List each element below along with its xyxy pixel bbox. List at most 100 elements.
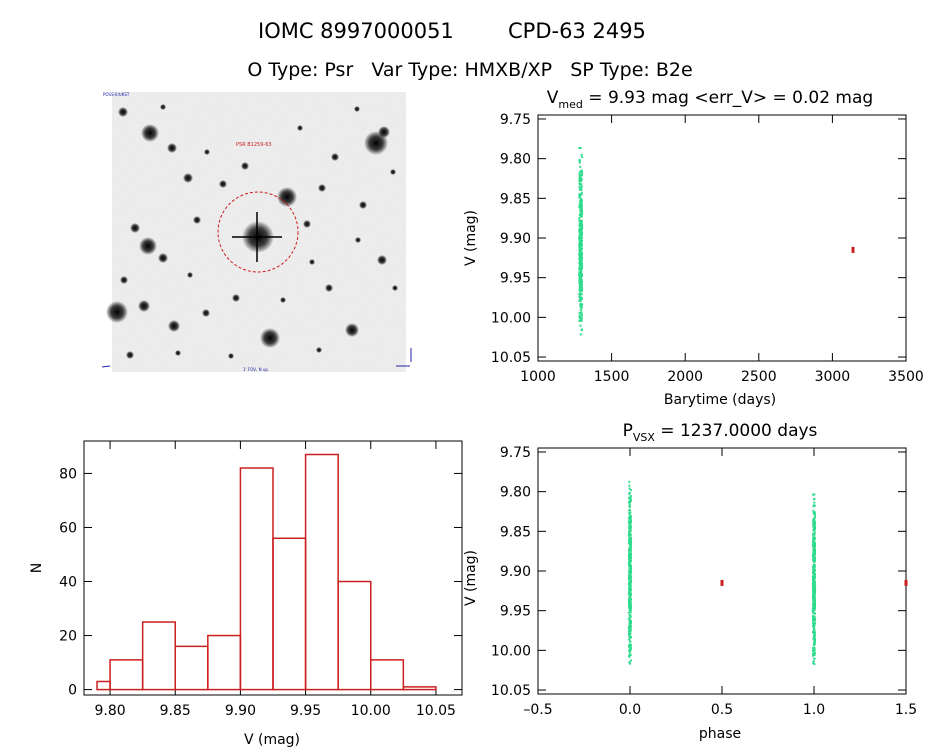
y-tick-label: 9.80 (500, 152, 531, 168)
data-point (581, 253, 584, 256)
data-point (813, 597, 816, 600)
data-point (581, 240, 584, 243)
data-point (813, 616, 816, 619)
data-point (578, 186, 581, 189)
data-point (578, 279, 581, 282)
data-point (813, 522, 816, 525)
data-point (812, 545, 815, 548)
data-point (814, 652, 817, 655)
data-point (813, 533, 816, 536)
y-tick-label: 10.00 (491, 643, 531, 659)
data-point (628, 613, 631, 616)
data-point (579, 246, 582, 249)
histogram-ylabel: N (29, 563, 45, 573)
data-point (812, 653, 815, 656)
lightcurve-panel: Vmed = 9.93 mag <err_V> = 0.02 mag 1000 1… (463, 88, 924, 408)
data-point (812, 604, 815, 607)
data-point (629, 529, 632, 532)
y-tick-label: 10.05 (491, 683, 531, 699)
data-point (578, 266, 581, 269)
data-point (812, 526, 815, 529)
finder-star (390, 169, 396, 175)
x-tick-label: 9.90 (225, 703, 256, 719)
data-point (812, 532, 815, 535)
data-point (628, 539, 631, 542)
data-point (813, 634, 816, 637)
data-point (630, 588, 633, 591)
data-point (579, 288, 582, 291)
x-tick-label: 9.85 (160, 703, 191, 719)
data-point (628, 577, 631, 580)
phased-ticks: –0.5 0.0 0.5 1.0 1.5 9.75 9.80 9.85 9.90 9.95 10.0… (491, 445, 917, 718)
finder-star (168, 320, 180, 332)
data-point (628, 565, 631, 568)
data-point (814, 612, 817, 615)
data-point (581, 170, 584, 173)
data-point (579, 179, 582, 182)
histogram-bar (304, 453, 339, 691)
data-point (579, 209, 582, 212)
data-point (629, 499, 632, 502)
data-point (628, 588, 631, 591)
data-point (578, 229, 581, 232)
data-point (581, 265, 584, 268)
data-point (628, 491, 631, 494)
data-point (579, 292, 582, 295)
data-point (812, 589, 815, 592)
data-point (578, 202, 581, 205)
x-tick-label: 3000 (815, 369, 851, 385)
data-point (579, 221, 582, 224)
data-point (628, 644, 631, 647)
data-point (578, 204, 581, 207)
data-point (579, 183, 582, 186)
data-point (630, 568, 633, 571)
data-point (628, 643, 631, 646)
x-tick-label: 0.0 (619, 702, 641, 718)
data-point (813, 643, 816, 646)
data-point (579, 235, 582, 238)
data-point (578, 193, 581, 196)
data-point (580, 271, 583, 274)
data-point (579, 316, 582, 319)
data-point (579, 264, 582, 267)
lightcurve-ticks: 1000 1500 2000 2500 3000 3500 9.75 9.80 9.85 9.90… (491, 112, 924, 385)
data-point (579, 297, 582, 300)
data-point (813, 609, 816, 612)
data-point (579, 187, 582, 190)
data-point (579, 280, 582, 283)
data-point (628, 585, 631, 588)
data-point (629, 659, 632, 662)
finder-star (297, 125, 303, 131)
y-tick-label: 80 (59, 466, 77, 482)
data-point (627, 627, 630, 630)
data-point (812, 606, 815, 609)
data-point (629, 538, 632, 541)
data-point (579, 300, 582, 303)
data-point (580, 262, 583, 265)
data-point (811, 647, 814, 650)
data-point (812, 585, 815, 588)
finder-star (241, 162, 249, 170)
data-point (578, 315, 581, 318)
data-point (580, 274, 583, 277)
histogram-panel: 9.80 9.85 9.90 9.95 10.00 10.05 0 20 40 60 80 V (m… (29, 440, 463, 747)
data-point (814, 590, 817, 593)
finder-star (303, 220, 311, 228)
data-point (629, 611, 632, 614)
data-point (812, 493, 815, 496)
data-point (628, 633, 631, 636)
data-point (628, 509, 631, 512)
data-point (629, 533, 632, 536)
data-point (629, 628, 632, 631)
data-point (627, 516, 630, 519)
data-point (628, 480, 631, 483)
figure-title-right: CPD-63 2495 (508, 19, 646, 43)
data-point (628, 571, 631, 574)
data-point (579, 205, 582, 208)
data-point (580, 266, 583, 269)
data-point (812, 622, 815, 625)
figure-subtitle: O Type: Psr Var Type: HMXB/XP SP Type: B… (247, 59, 692, 81)
data-point (578, 268, 581, 271)
figure-title-left: IOMC 8997000051 (258, 19, 454, 43)
data-point (629, 583, 632, 586)
